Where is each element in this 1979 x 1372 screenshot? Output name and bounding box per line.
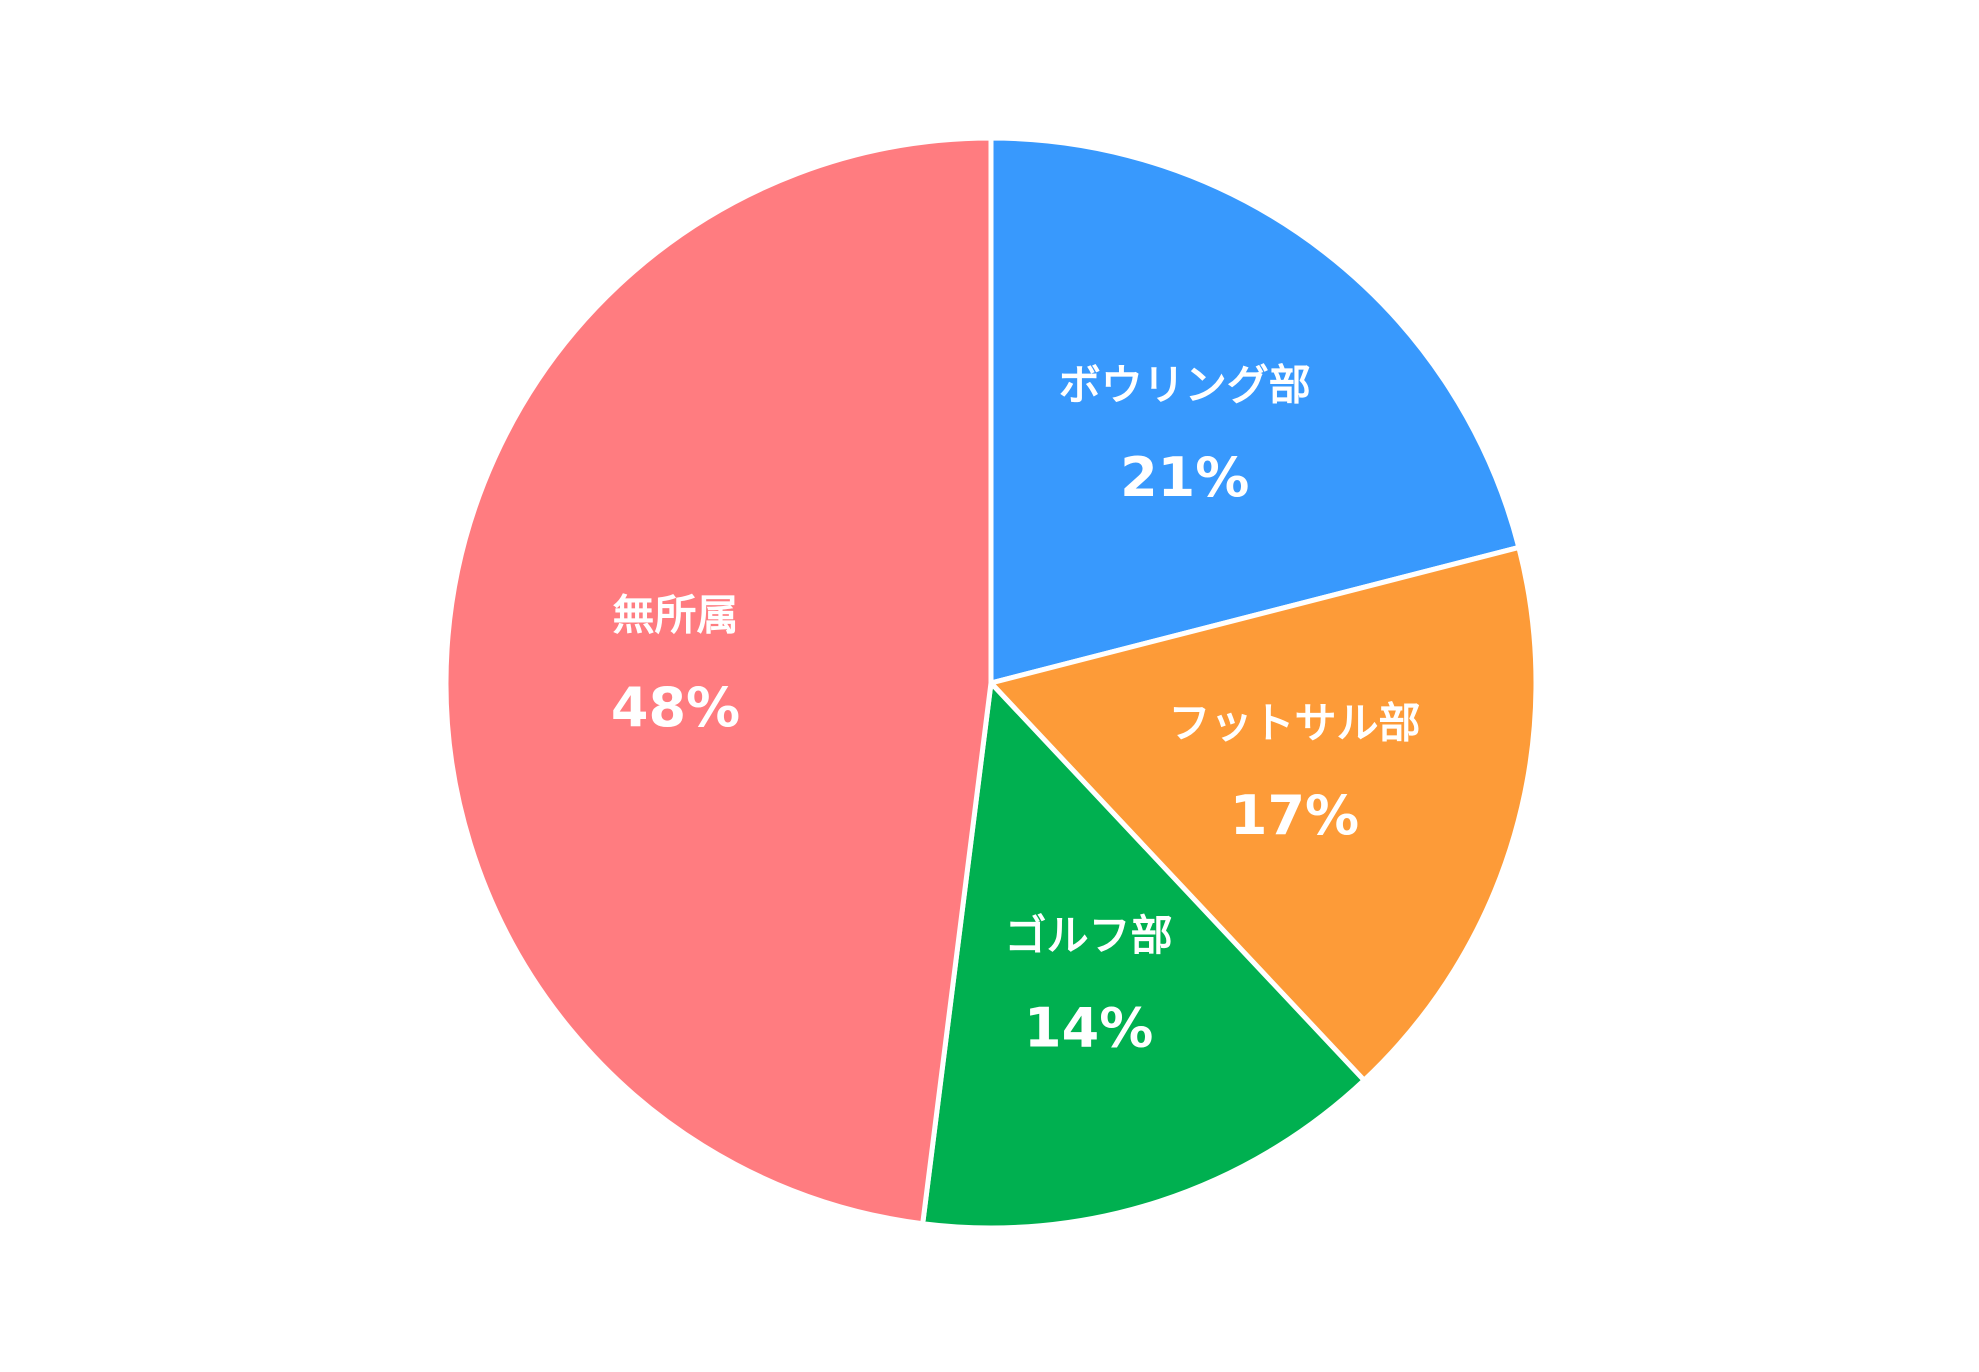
slice-value-label: 48% [611, 676, 740, 739]
pie-slice [988, 135, 1522, 686]
slice-category-label: フットサル部 [1169, 699, 1421, 748]
pie-slice [920, 680, 1367, 1231]
pie-slice [988, 544, 1539, 1083]
slice-value-label: 17% [1230, 784, 1359, 847]
slice-category-label: ゴルフ部 [1005, 911, 1173, 960]
slice-category-label: 無所属 [613, 591, 739, 640]
slice-category-label: ボウリング部 [1059, 361, 1311, 410]
pie-slice [443, 135, 994, 1227]
slice-value-label: 14% [1024, 996, 1153, 1059]
slice-value-label: 21% [1120, 446, 1249, 509]
